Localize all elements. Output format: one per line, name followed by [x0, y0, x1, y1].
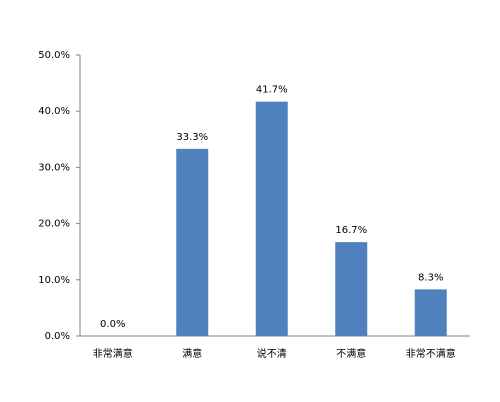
bar	[176, 148, 209, 336]
value-label: 33.3%	[176, 132, 208, 143]
value-label: 16.7%	[335, 225, 367, 236]
y-tick-label: 10.0%	[38, 275, 70, 286]
y-tick-label: 50.0%	[38, 50, 70, 61]
y-tick-label: 30.0%	[38, 162, 70, 173]
bar	[335, 242, 368, 336]
value-label: 8.3%	[418, 272, 443, 283]
y-tick-label: 0.0%	[45, 331, 70, 342]
value-label: 0.0%	[100, 319, 125, 330]
bar	[255, 101, 288, 336]
x-tick-label: 非常满意	[93, 347, 133, 360]
y-tick-label: 40.0%	[38, 106, 70, 117]
value-label: 41.7%	[256, 85, 288, 96]
x-tick-label: 说不清	[257, 347, 287, 360]
bar	[414, 289, 447, 336]
x-tick-label: 满意	[182, 347, 202, 360]
x-tick-label: 不满意	[336, 347, 366, 360]
x-tick-label: 非常不满意	[406, 347, 456, 360]
y-tick-label: 20.0%	[38, 219, 70, 230]
